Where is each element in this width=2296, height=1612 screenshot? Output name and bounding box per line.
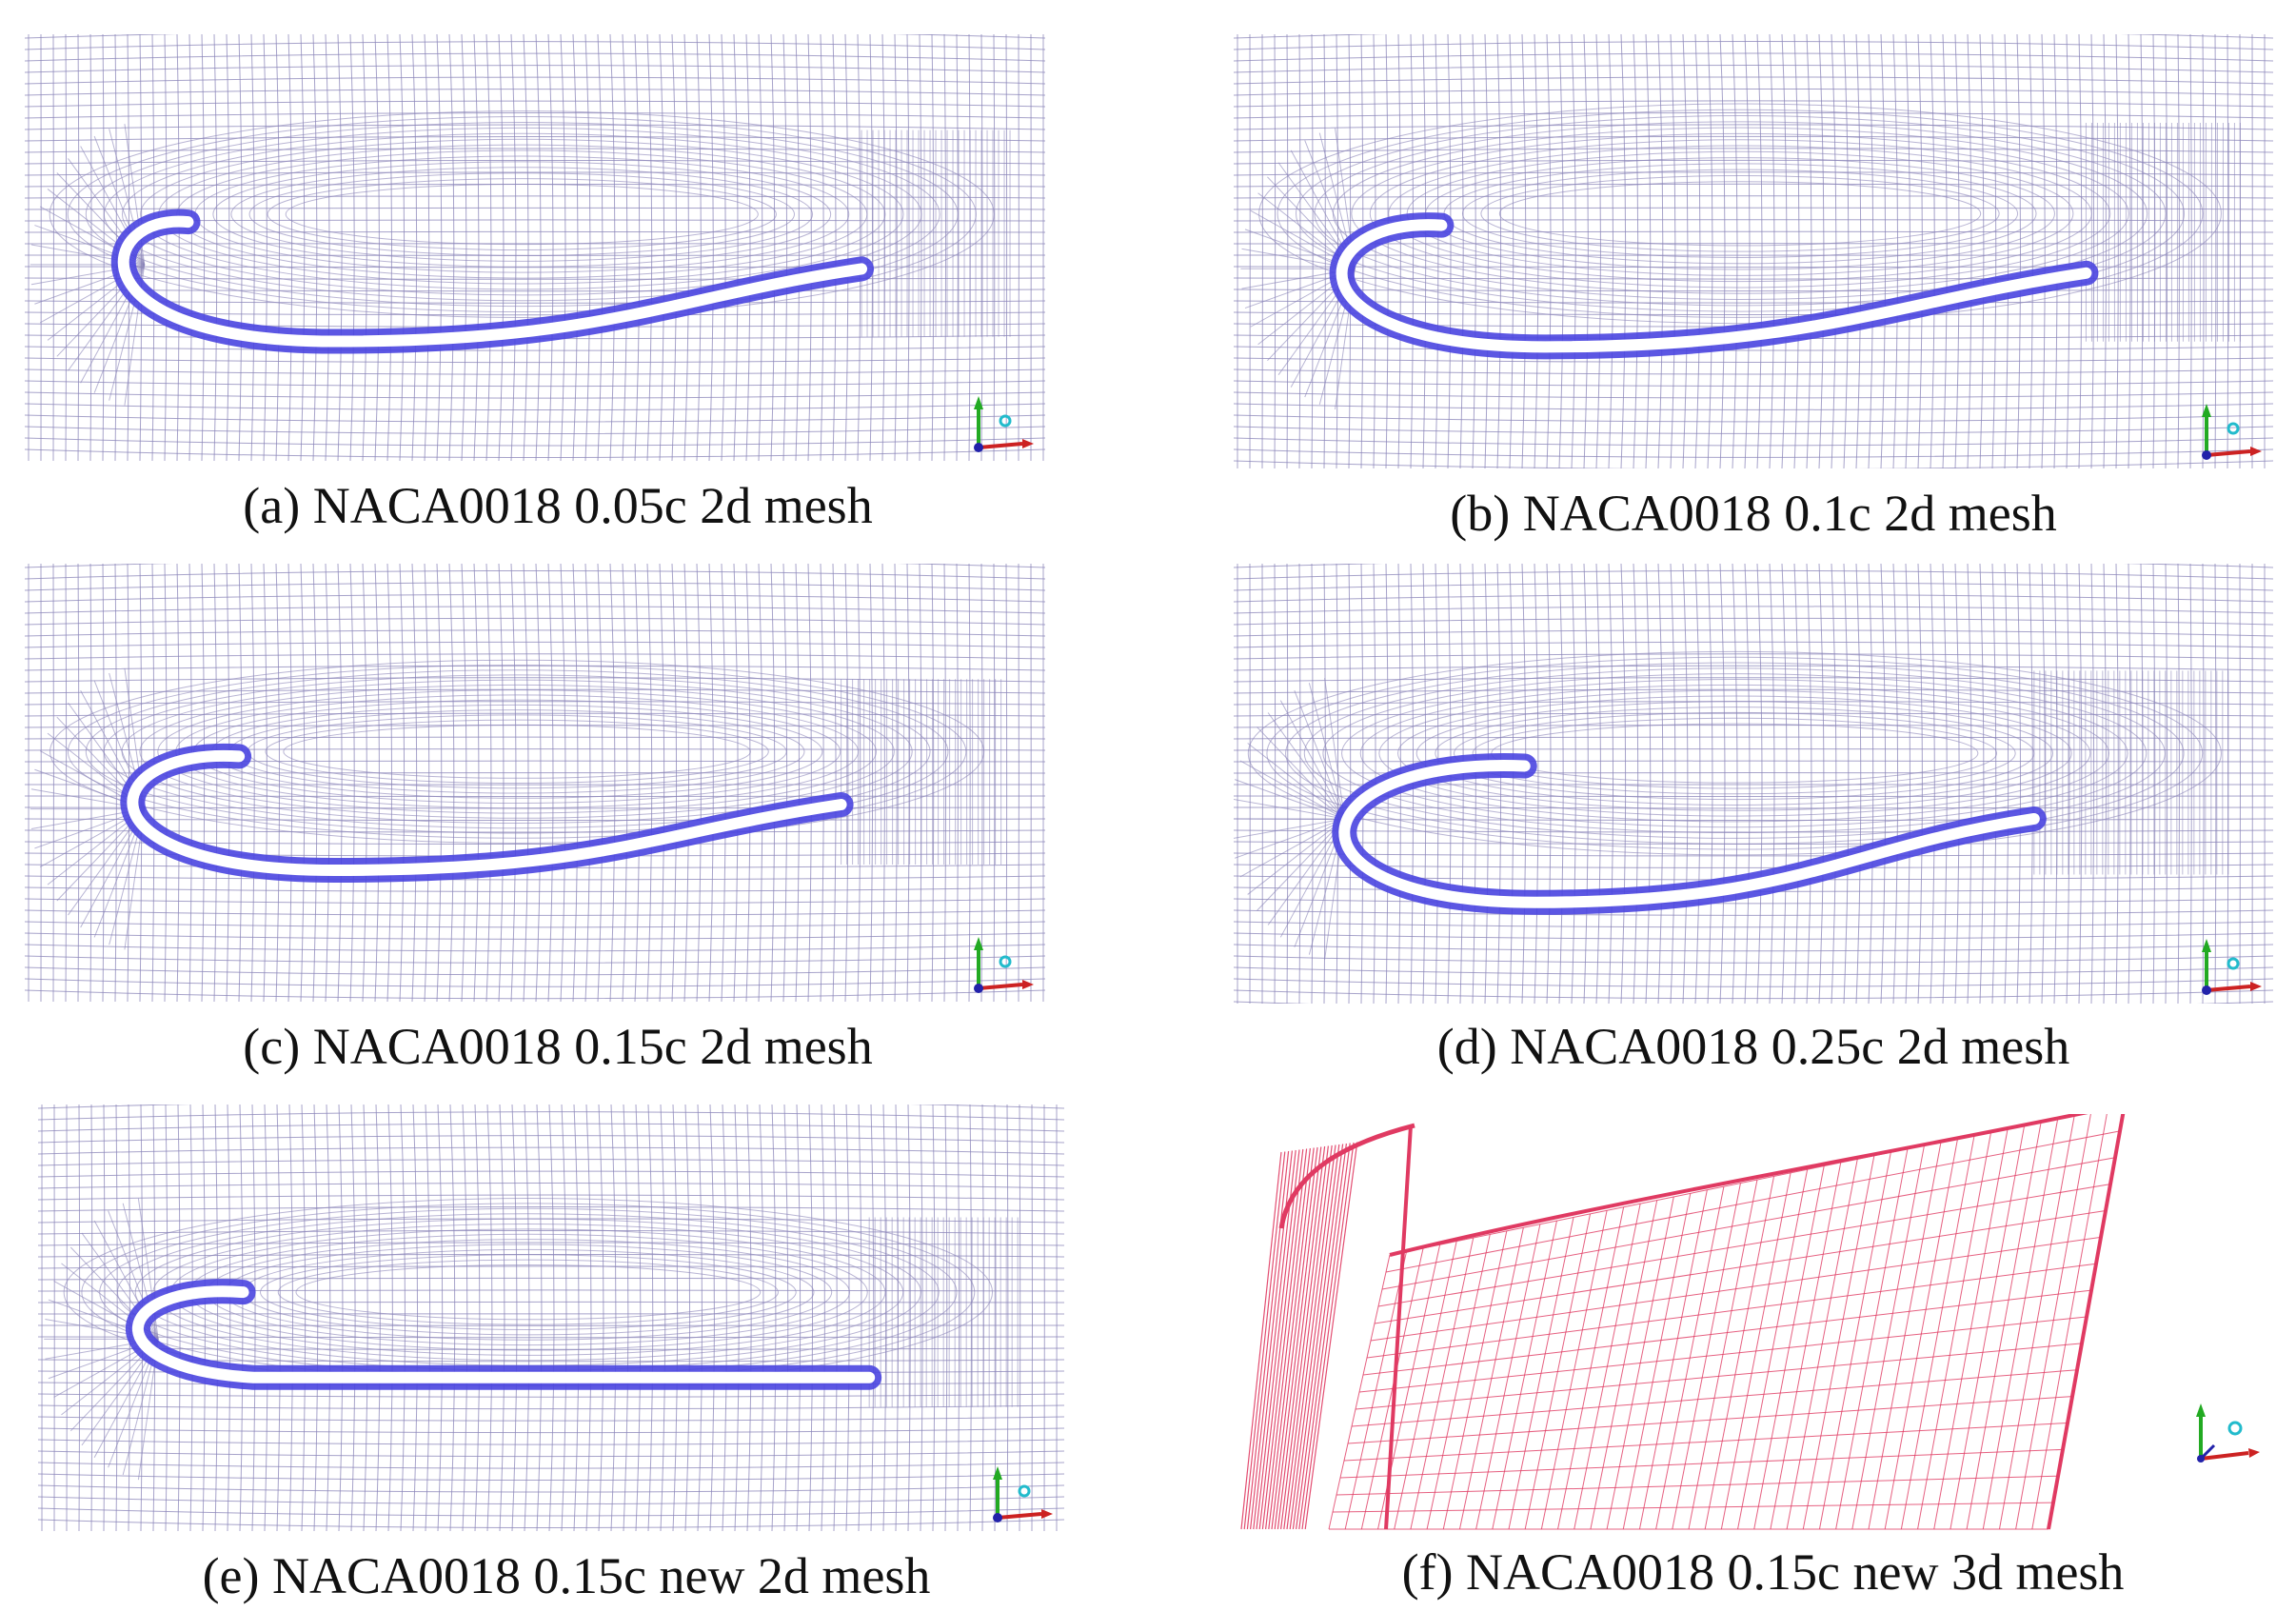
panel-f-mesh-3d [1234,1114,2292,1533]
airfoil-section [120,743,854,884]
panel-d-mesh [1234,564,2273,1004]
mesh-grid [38,1105,1064,1531]
caption-f: (f) NACA0018 0.15c new 3d mesh [1401,1543,2125,1601]
airfoil-section [1332,753,2047,915]
airfoil-section [110,209,875,354]
caption-b: (b) NACA0018 0.1c 2d mesh [1450,485,2057,542]
axis-triad-icon [974,396,1034,452]
airfoil-section [1329,212,2099,360]
mesh-2d-d [1234,564,2273,1004]
mesh-grid [25,34,1045,461]
mesh-3d-f [1240,1114,2260,1530]
panel-e-mesh [38,1105,1064,1531]
mesh-grid [1234,34,2273,468]
caption-a: (a) NACA0018 0.05c 2d mesh [243,477,873,534]
caption-e: (e) NACA0018 0.15c new 2d mesh [202,1547,931,1604]
axis-triad-icon [974,937,1034,993]
axis-triad-icon [993,1466,1053,1522]
axis-triad-icon [2202,939,2262,995]
panel-c-mesh [25,564,1045,1002]
panel-a-mesh [25,34,1045,461]
axis-triad-icon [2202,404,2262,460]
airfoil-section [126,1279,882,1390]
caption-c: (c) NACA0018 0.15c 2d mesh [243,1018,873,1075]
caption-d: (d) NACA0018 0.25c 2d mesh [1436,1018,2070,1075]
mesh-grid [25,564,1045,1002]
mesh-3d-surface [1240,1114,2126,1530]
panel-b-mesh [1234,34,2273,468]
mesh-2d-c [25,564,1045,1002]
mesh-2d-b [1234,34,2273,468]
axis-triad-icon [2196,1403,2260,1463]
mesh-2d-a [25,34,1045,461]
mesh-2d-e [38,1105,1064,1531]
